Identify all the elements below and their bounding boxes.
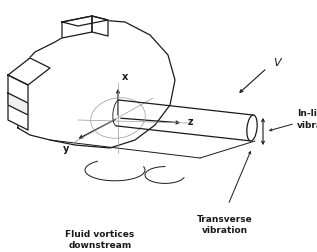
Polygon shape [62, 16, 92, 38]
Polygon shape [8, 58, 50, 85]
Text: x: x [122, 72, 128, 82]
Text: z: z [188, 117, 194, 127]
Polygon shape [92, 16, 108, 36]
Polygon shape [15, 20, 175, 148]
Text: Transverse
vibration: Transverse vibration [197, 215, 253, 235]
Text: y: y [63, 144, 69, 154]
Text: In-line
vibration: In-line vibration [297, 109, 317, 130]
Polygon shape [8, 93, 28, 115]
Text: Fluid vortices
downstream: Fluid vortices downstream [65, 230, 135, 250]
Ellipse shape [247, 115, 257, 141]
Text: V: V [273, 58, 281, 68]
Polygon shape [8, 75, 28, 130]
Polygon shape [62, 16, 108, 26]
